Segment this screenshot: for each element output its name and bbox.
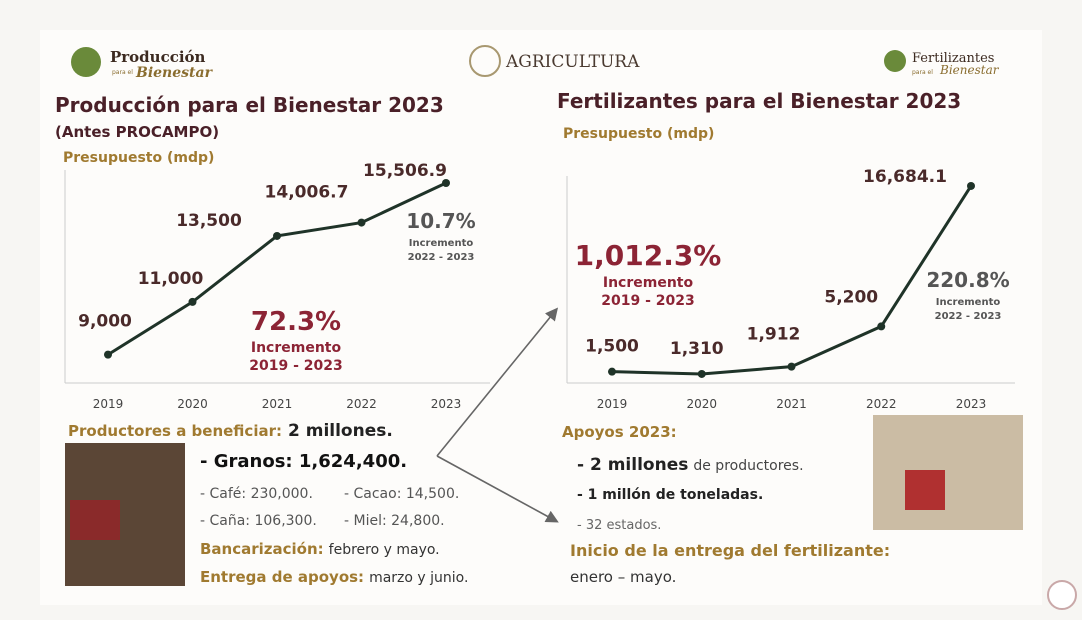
arrow	[436, 307, 559, 457]
chart-subtitle: (Antes PROCAMPO)	[55, 123, 219, 141]
info-value: marzo y junio.	[369, 570, 468, 586]
value-label: 1,912	[747, 325, 801, 345]
x-tick-label: 2023	[956, 397, 987, 411]
arrow	[436, 455, 559, 523]
x-tick-label: 2020	[686, 397, 717, 411]
annotation-label: Incremento	[409, 238, 474, 249]
value-label: 5,200	[824, 287, 878, 307]
annotation-value: 72.3%	[251, 307, 341, 337]
y-label: Presupuesto (mdp)	[563, 126, 714, 142]
info-line: enero – mayo.	[570, 568, 676, 586]
point	[188, 297, 197, 306]
logo-text: Bienestar	[135, 65, 214, 81]
x-tick-label: 2022	[346, 397, 377, 411]
annotation-label: Incremento	[251, 340, 342, 356]
x-tick-label: 2019	[93, 397, 124, 411]
info-value: - 2 millones	[577, 455, 688, 475]
value-label: 1,500	[585, 337, 639, 357]
annotation-label: Incremento	[603, 275, 694, 291]
x-tick-label: 2022	[866, 397, 897, 411]
value-label: 11,000	[138, 269, 204, 289]
logo-left: Producción para el Bienestar	[71, 47, 214, 81]
info-line: - Café: 230,000.	[200, 486, 313, 502]
info-line: - 2 millones de productores.	[577, 455, 804, 475]
annotation-period: 2019 - 2023	[249, 358, 343, 374]
info-value: 2 millones.	[288, 421, 393, 441]
x-tick-label: 2023	[431, 397, 462, 411]
info-line: - 32 estados.	[577, 518, 661, 533]
annotation-period: 2022 - 2023	[408, 252, 475, 263]
info-label: Apoyos 2023:	[562, 423, 677, 441]
info-line: Productores a beneficiar: 2 millones.	[68, 421, 393, 441]
x-tick-label: 2021	[262, 397, 293, 411]
logo-icon	[884, 50, 906, 72]
info-label: Entrega de apoyos:	[200, 568, 364, 586]
info-line: Entrega de apoyos: marzo y junio.	[200, 568, 468, 586]
chart-title: Fertilizantes para el Bienestar 2023	[557, 89, 961, 113]
x-tick-label: 2020	[177, 397, 208, 411]
annotation-value: 1,012.3%	[575, 239, 722, 272]
logo-right: Fertilizantes para el Bienestar	[884, 50, 1000, 77]
photo-detail	[70, 500, 120, 540]
point	[787, 362, 796, 371]
info-value: de productores.	[693, 458, 803, 474]
point	[104, 350, 112, 359]
info-label: Inicio de la entrega del fertilizante:	[570, 541, 890, 560]
info-line: - Miel: 24,800.	[344, 513, 445, 529]
logo-text: Fertilizantes	[912, 51, 994, 66]
annotation-period: 2022 - 2023	[935, 311, 1002, 322]
y-label: Presupuesto (mdp)	[63, 150, 214, 166]
logo-text: para el	[912, 69, 933, 76]
value-label: 13,500	[176, 211, 242, 231]
point	[357, 218, 366, 227]
photo-detail	[905, 470, 945, 510]
info-line: - 1 millón de toneladas.	[577, 487, 763, 503]
value-label: 16,684.1	[863, 167, 947, 187]
annotation-value: 10.7%	[406, 209, 475, 233]
point	[967, 181, 975, 190]
logo-center: AGRICULTURA	[469, 45, 640, 77]
logo-icon	[71, 47, 101, 77]
x-tick-label: 2019	[597, 397, 628, 411]
info-label: Productores a beneficiar:	[68, 422, 282, 440]
logo-emblem	[469, 45, 501, 77]
point	[273, 231, 281, 240]
point	[697, 369, 706, 378]
annotation-label: Incremento	[936, 297, 1001, 308]
chart-title: Producción para el Bienestar 2023	[55, 93, 444, 117]
logo-text: AGRICULTURA	[505, 52, 640, 72]
info-value: febrero y mayo.	[329, 542, 440, 558]
value-label: 15,506.9	[363, 161, 447, 181]
info-line: Bancarización: febrero y mayo.	[200, 540, 440, 558]
point	[608, 367, 616, 376]
value-label: 1,310	[670, 339, 724, 359]
info-line: - Caña: 106,300.	[200, 513, 317, 529]
photo	[873, 415, 1023, 530]
logo-text: Bienestar	[939, 63, 1000, 77]
annotation-period: 2019 - 2023	[601, 293, 695, 309]
corner-logo	[1047, 580, 1077, 610]
info-line: - Granos: 1,624,400.	[200, 451, 407, 472]
logo-text: Producción	[110, 48, 206, 66]
point	[442, 179, 450, 188]
value-label: 14,006.7	[265, 183, 349, 203]
value-label: 9,000	[78, 312, 132, 332]
point	[877, 322, 886, 331]
logo-text: para el	[112, 69, 133, 76]
x-tick-label: 2021	[776, 397, 807, 411]
annotation-value: 220.8%	[926, 268, 1009, 292]
info-line: - Cacao: 14,500.	[344, 486, 459, 502]
info-label: Bancarización:	[200, 540, 324, 558]
